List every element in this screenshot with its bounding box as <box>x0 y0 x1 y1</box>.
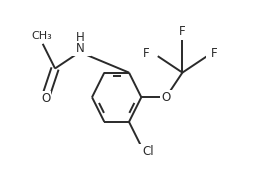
Text: F: F <box>211 47 218 60</box>
Bar <box>177 24 188 39</box>
Text: Cl: Cl <box>142 145 154 158</box>
Bar <box>134 144 151 159</box>
Text: F: F <box>143 47 150 60</box>
Bar <box>40 91 51 105</box>
Bar <box>206 46 217 60</box>
Bar <box>160 90 172 104</box>
Bar <box>31 29 52 43</box>
Bar <box>70 42 91 56</box>
Bar <box>144 46 155 60</box>
Text: O: O <box>161 91 171 104</box>
Text: F: F <box>179 25 186 38</box>
Text: O: O <box>41 92 50 105</box>
Text: H: H <box>76 31 85 44</box>
Text: N: N <box>76 42 85 55</box>
Text: CH₃: CH₃ <box>31 31 52 41</box>
